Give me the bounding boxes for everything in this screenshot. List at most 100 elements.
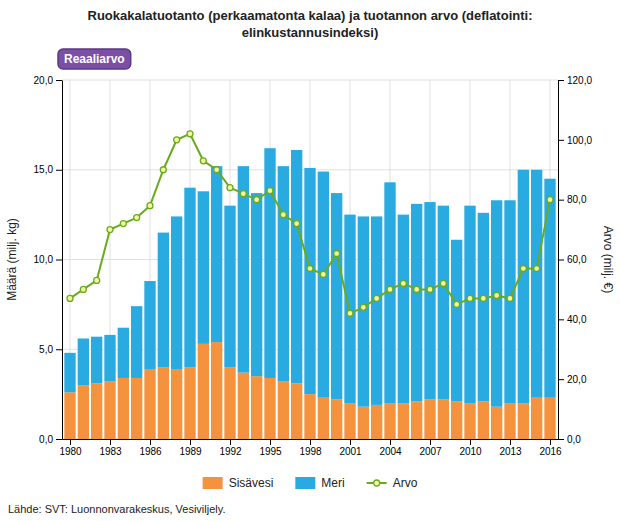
tick-mark <box>510 439 511 445</box>
marker <box>94 277 100 283</box>
bar <box>398 215 409 403</box>
bar <box>358 407 369 439</box>
marker <box>454 301 460 307</box>
plot: 1980198319861989199219951998200120042007… <box>34 75 593 457</box>
tick-label: 1998 <box>299 446 322 457</box>
marker <box>494 292 500 298</box>
marker <box>67 295 73 301</box>
bar <box>544 179 555 398</box>
tick-mark <box>558 439 564 440</box>
bar <box>211 166 222 342</box>
bar <box>531 398 542 439</box>
title-line: elinkustannusindeksi) <box>242 25 379 40</box>
tick: 2004 <box>379 439 402 457</box>
axis-title: Määrä (milj. kg) <box>5 218 19 301</box>
bar <box>371 405 382 439</box>
marker <box>360 304 366 310</box>
bar <box>224 206 235 368</box>
tick-mark <box>550 439 551 445</box>
bar <box>144 281 155 369</box>
marker <box>200 158 206 164</box>
bar <box>131 378 142 439</box>
tick-label: 10,0 <box>34 254 54 265</box>
annotation: Reaaliarvo <box>58 49 131 69</box>
bar <box>144 369 155 439</box>
line <box>70 134 550 314</box>
tick-mark <box>70 439 71 445</box>
marker <box>240 191 246 197</box>
bar <box>251 193 262 376</box>
tick-mark <box>558 200 564 201</box>
tick: 20,0 <box>34 75 62 86</box>
marker <box>280 212 286 218</box>
marker <box>294 221 300 227</box>
tick-label: 40,0 <box>567 314 587 325</box>
tick-mark <box>56 260 62 261</box>
tick: 2001 <box>339 439 362 457</box>
legend-label: Arvo <box>393 476 418 490</box>
chart: Ruokakalatuotanto (perkaamatonta kalaa) … <box>0 0 620 521</box>
tick: 0,0 <box>558 434 581 445</box>
tick-mark <box>470 439 471 445</box>
marker <box>547 197 553 203</box>
tick: 60,0 <box>558 254 587 265</box>
tick-mark <box>56 170 62 171</box>
bar <box>478 213 489 401</box>
tick-label: 120,0 <box>567 75 592 86</box>
tick-mark <box>558 379 564 380</box>
bar <box>518 170 529 403</box>
tick-label: 1989 <box>179 446 202 457</box>
bar <box>318 172 329 398</box>
tick-mark <box>110 439 111 445</box>
tick-label: 2007 <box>419 446 442 457</box>
tick-label: 1992 <box>219 446 242 457</box>
legend-item: Arvo <box>367 476 418 490</box>
bar <box>198 191 209 344</box>
bar <box>411 401 422 439</box>
tick: 120,0 <box>558 75 592 86</box>
tick: 15,0 <box>34 164 62 175</box>
tick: 100,0 <box>558 135 592 146</box>
bar <box>224 367 235 439</box>
tick: 0,0 <box>39 434 62 445</box>
marker <box>80 286 86 292</box>
marker <box>534 265 540 271</box>
bar <box>304 168 315 394</box>
bar <box>264 378 275 439</box>
tick-mark <box>190 439 191 445</box>
marker <box>254 197 260 203</box>
bar <box>291 150 302 383</box>
legend-item: Sisävesi <box>203 476 274 490</box>
bar <box>64 392 75 439</box>
tick-mark <box>56 80 62 81</box>
tick-label: 0,0 <box>567 434 581 445</box>
legend-item: Meri <box>295 476 344 490</box>
tick-label: 60,0 <box>567 254 587 265</box>
bar <box>398 403 409 439</box>
bar <box>291 383 302 439</box>
marker <box>174 137 180 143</box>
marker <box>414 286 420 292</box>
tick-label: 1983 <box>99 446 122 457</box>
marker <box>214 167 220 173</box>
bar <box>118 328 129 378</box>
bar <box>264 148 275 378</box>
tick: 2007 <box>419 439 442 457</box>
bar <box>518 403 529 439</box>
tick-mark <box>56 349 62 350</box>
bar <box>78 385 89 439</box>
marker <box>134 215 140 221</box>
tick-mark <box>390 439 391 445</box>
marker <box>307 265 313 271</box>
tick-mark <box>558 319 564 320</box>
bar <box>171 369 182 439</box>
bar <box>491 407 502 439</box>
axis: 0,05,010,015,020,0 <box>34 75 63 445</box>
tick-label: 1980 <box>59 446 82 457</box>
bar <box>251 376 262 439</box>
marker <box>507 295 513 301</box>
tick: 2016 <box>539 439 562 457</box>
bar <box>438 206 449 400</box>
bar <box>424 202 435 399</box>
tick: 1989 <box>179 439 202 457</box>
